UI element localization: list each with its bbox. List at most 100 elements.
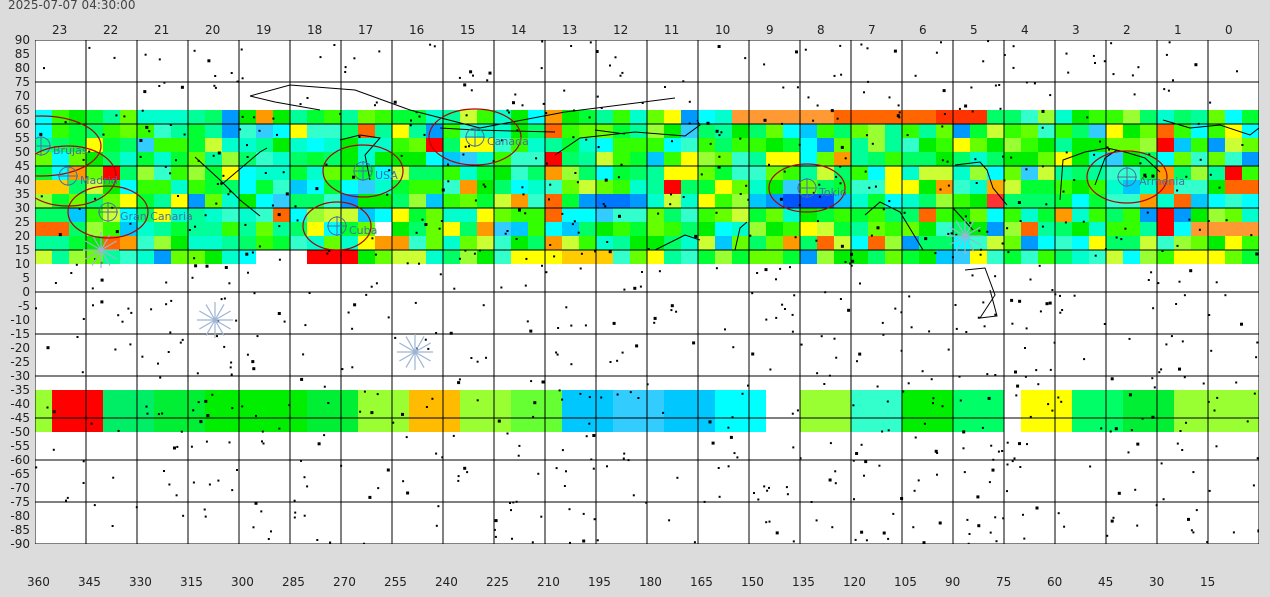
star xyxy=(694,234,698,238)
star xyxy=(375,101,378,104)
heat-cell xyxy=(545,110,562,124)
heat-cell xyxy=(1174,180,1191,194)
heat-cell xyxy=(120,208,137,222)
star xyxy=(246,144,248,147)
heat-cell xyxy=(52,250,69,264)
star xyxy=(921,370,924,373)
heat-cell xyxy=(171,124,188,138)
location-marker[interactable]: Armenia xyxy=(1086,150,1185,204)
heat-cell xyxy=(1021,208,1038,222)
star xyxy=(435,524,438,527)
heat-cell xyxy=(256,222,273,236)
star xyxy=(561,449,564,452)
heat-cell xyxy=(1225,110,1242,124)
heat-cell xyxy=(171,222,188,236)
star xyxy=(682,80,685,83)
heat-cell xyxy=(885,138,902,152)
location-marker[interactable]: Cuba xyxy=(302,201,377,251)
star xyxy=(447,180,450,183)
heat-cell xyxy=(1174,390,1225,432)
heat-cell xyxy=(1106,250,1123,264)
heat-cell xyxy=(647,124,664,138)
star xyxy=(1057,512,1060,515)
location-marker[interactable]: Tokio xyxy=(768,163,847,213)
heat-cell xyxy=(239,222,256,236)
star xyxy=(1006,463,1009,466)
hour-label: 17 xyxy=(358,23,374,37)
star xyxy=(333,44,336,46)
heat-cell xyxy=(936,166,953,180)
heat-cell xyxy=(698,236,715,250)
star xyxy=(214,75,217,77)
heat-cell xyxy=(970,194,987,208)
heat-cell xyxy=(188,124,205,138)
star xyxy=(940,41,942,44)
star xyxy=(835,175,838,178)
star xyxy=(1240,322,1243,326)
star xyxy=(602,203,605,206)
heat-cell xyxy=(35,250,52,264)
location-marker[interactable]: Gran Canaria xyxy=(67,185,193,239)
heat-cell xyxy=(154,180,171,194)
location-marker[interactable]: Madrid xyxy=(35,145,118,207)
star xyxy=(653,316,657,320)
star xyxy=(796,409,799,412)
star xyxy=(1106,534,1109,537)
star xyxy=(278,258,281,261)
star xyxy=(720,131,723,134)
heat-cell xyxy=(1157,138,1174,152)
heat-cell xyxy=(919,180,936,194)
star xyxy=(881,430,884,433)
star xyxy=(1195,509,1198,512)
heat-cell xyxy=(273,152,290,166)
heat-cell xyxy=(630,124,647,138)
heat-cell xyxy=(834,110,936,124)
star xyxy=(744,57,747,60)
star xyxy=(971,110,974,113)
heat-cell xyxy=(902,194,919,208)
star xyxy=(647,248,650,251)
heat-cell xyxy=(766,138,783,152)
heat-cell xyxy=(800,166,817,180)
heat-cell xyxy=(1072,194,1089,208)
heat-cell xyxy=(222,222,239,236)
heat-cell xyxy=(154,110,171,124)
star xyxy=(718,134,721,137)
star xyxy=(206,414,210,417)
star xyxy=(81,371,84,374)
star xyxy=(1256,457,1259,460)
heat-cell xyxy=(35,222,69,236)
star xyxy=(1215,445,1218,448)
heat-cell xyxy=(1140,138,1157,152)
location-target-icon xyxy=(98,202,118,222)
star xyxy=(191,276,194,279)
star xyxy=(988,481,991,484)
heat-cell xyxy=(681,236,698,250)
heat-cell xyxy=(120,152,137,166)
heat-cell xyxy=(868,166,885,180)
star xyxy=(88,46,91,49)
star xyxy=(1114,427,1118,431)
star xyxy=(482,183,485,186)
heat-cell xyxy=(1055,110,1072,124)
heat-cell xyxy=(1174,250,1225,264)
star xyxy=(76,336,79,338)
star xyxy=(529,329,533,333)
heat-cell xyxy=(953,124,970,138)
heat-cell xyxy=(1038,236,1055,250)
star xyxy=(815,519,818,522)
star xyxy=(747,198,750,201)
heat-cell xyxy=(732,250,749,264)
star xyxy=(112,476,115,479)
heat-cell xyxy=(1004,124,1021,138)
star xyxy=(565,470,567,473)
location-marker[interactable]: Canada xyxy=(428,108,529,166)
heat-cell xyxy=(1004,110,1021,124)
star xyxy=(1128,337,1131,340)
heat-cell xyxy=(511,166,528,180)
heat-cell xyxy=(817,152,834,166)
star xyxy=(932,397,935,400)
location-marker[interactable]: USA xyxy=(322,144,404,198)
star xyxy=(1192,531,1195,534)
